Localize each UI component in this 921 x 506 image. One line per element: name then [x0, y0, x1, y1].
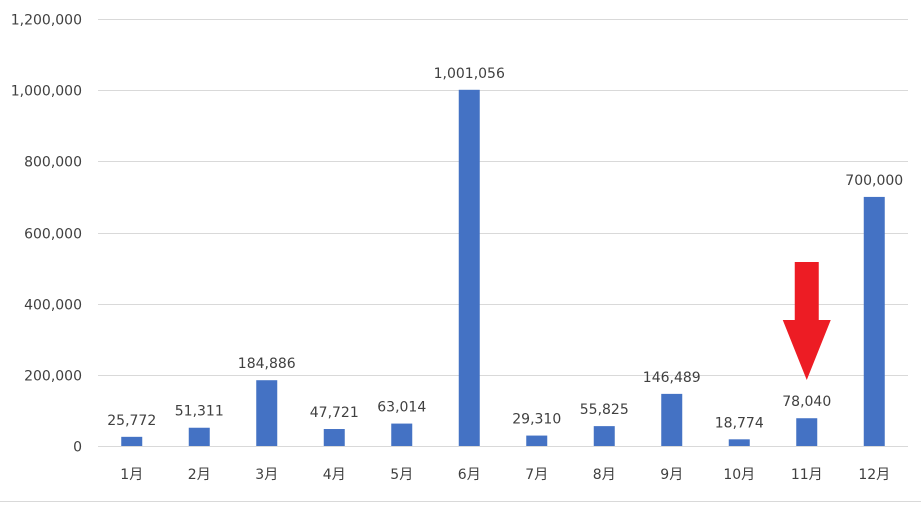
data-label: 700,000 [845, 173, 903, 189]
x-tick-label: 2月 [188, 467, 211, 483]
x-tick-label: 6月 [458, 467, 481, 483]
y-tick-label: 1,000,000 [11, 84, 82, 100]
bar [593, 426, 615, 446]
arrow-down-icon [782, 262, 831, 380]
data-label: 51,311 [175, 404, 224, 420]
bar [863, 196, 885, 446]
bar [188, 427, 210, 446]
bar [526, 435, 548, 446]
y-tick-label: 200,000 [24, 369, 82, 385]
data-label: 184,886 [238, 356, 296, 372]
data-label: 18,774 [715, 415, 764, 431]
x-tick-label: 1月 [120, 467, 143, 483]
bar [661, 393, 683, 446]
data-label: 55,825 [580, 402, 629, 418]
y-tick-label: 1,200,000 [11, 13, 82, 29]
x-tick-label: 5月 [390, 467, 413, 483]
y-tick-label: 0 [73, 440, 82, 456]
data-label: 78,040 [782, 394, 831, 410]
data-label: 29,310 [512, 412, 561, 428]
data-label: 63,014 [377, 400, 426, 416]
x-tick-label: 3月 [255, 467, 278, 483]
bar [728, 439, 750, 446]
bar [256, 380, 278, 446]
x-tick-label: 7月 [525, 467, 548, 483]
x-tick-label: 8月 [593, 467, 616, 483]
x-tick-label: 10月 [723, 467, 755, 483]
bar [458, 89, 480, 447]
y-tick-label: 800,000 [24, 155, 82, 171]
data-label: 146,489 [643, 370, 701, 386]
x-tick-label: 11月 [791, 467, 823, 483]
x-tick-label: 12月 [858, 467, 890, 483]
data-label: 47,721 [310, 405, 359, 421]
x-tick-label: 9月 [660, 467, 683, 483]
y-tick-label: 600,000 [24, 227, 82, 243]
data-label: 1,001,056 [434, 66, 505, 82]
bar [121, 436, 143, 446]
data-label: 25,772 [107, 413, 156, 429]
x-tick-label: 4月 [323, 467, 346, 483]
y-tick-label: 400,000 [24, 298, 82, 314]
bar [323, 429, 345, 446]
bar [796, 418, 818, 446]
bar [391, 423, 413, 446]
